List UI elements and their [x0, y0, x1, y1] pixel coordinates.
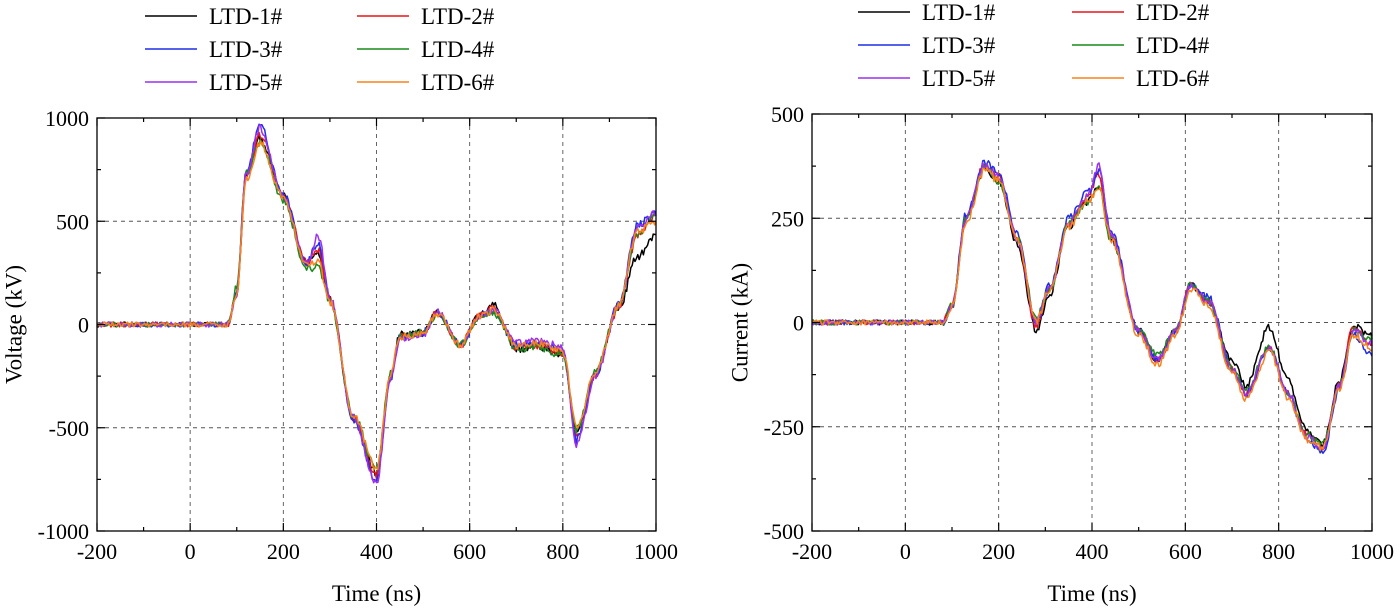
voltage-legend-label: LTD-1# [209, 4, 283, 29]
voltage-legend-item: LTD-5# [145, 70, 283, 95]
current-x-tick-label: -200 [792, 539, 832, 564]
voltage-y-tick-label: -500 [49, 416, 89, 441]
current-x-tick-label: 600 [1169, 539, 1202, 564]
current-y-tick-label: -250 [764, 415, 804, 440]
voltage-legend-item: LTD-3# [145, 37, 283, 62]
voltage-y-tick-label: -1000 [38, 519, 89, 544]
voltage-legend-item: LTD-6# [357, 70, 495, 95]
current-legend-label: LTD-6# [1136, 66, 1210, 91]
current-y-axis-title: Current (kA) [727, 263, 752, 382]
voltage-legend-item: LTD-2# [357, 4, 495, 29]
voltage-legend-item: LTD-1# [145, 4, 283, 29]
current-legend-item: LTD-1# [858, 0, 996, 25]
current-legend-item: LTD-4# [1072, 33, 1210, 58]
current-y-tick-label: 250 [771, 206, 804, 231]
current-legend-item: LTD-6# [1072, 66, 1210, 91]
voltage-legend: LTD-1# LTD-2# LTD-3# LTD-4# LTD-5# LTD-6# [145, 4, 495, 95]
voltage-y-axis-title: Voltage (kV) [1, 265, 26, 384]
current-legend: LTD-1# LTD-2# LTD-3# LTD-4# LTD-5# LTD-6# [858, 0, 1210, 91]
voltage-x-tick-label: -200 [77, 539, 117, 564]
current-legend-label: LTD-3# [922, 33, 996, 58]
current-series-ltd-6 [811, 166, 1373, 452]
voltage-x-tick-label: 200 [267, 539, 300, 564]
voltage-chart: -200 0 200 400 600 800 1000 -1000 -500 0 500 1000 Ti… [1, 4, 678, 606]
voltage-y-tick-label: 500 [56, 209, 89, 234]
voltage-y-tick-label: 0 [78, 313, 89, 338]
voltage-y-tick-label: 1000 [45, 106, 89, 131]
voltage-x-tick-label: 800 [546, 539, 579, 564]
current-x-tick-label: 0 [900, 539, 911, 564]
current-x-tick-label: 400 [1076, 539, 1109, 564]
voltage-legend-label: LTD-4# [421, 37, 495, 62]
current-legend-item: LTD-5# [858, 66, 996, 91]
voltage-x-tick-label: 400 [360, 539, 393, 564]
current-legend-label: LTD-5# [922, 66, 996, 91]
voltage-x-axis-title: Time (ns) [332, 581, 421, 606]
current-y-tick-label: -500 [764, 519, 804, 544]
voltage-x-tick-label: 600 [453, 539, 486, 564]
current-legend-label: LTD-1# [922, 0, 996, 25]
voltage-x-tick-label: 1000 [634, 539, 678, 564]
voltage-legend-label: LTD-5# [209, 70, 283, 95]
current-x-axis-title: Time (ns) [1047, 581, 1136, 606]
current-y-tick-label: 500 [771, 102, 804, 127]
voltage-series-ltd-6 [96, 140, 657, 471]
current-chart: -200 0 200 400 600 800 1000 -500 -250 0 250 500 Time… [727, 0, 1394, 606]
voltage-x-tick-label: 0 [185, 539, 196, 564]
current-x-tick-label: 1000 [1350, 539, 1394, 564]
voltage-legend-label: LTD-3# [209, 37, 283, 62]
voltage-legend-label: LTD-2# [421, 4, 495, 29]
current-legend-label: LTD-2# [1136, 0, 1210, 25]
current-y-tick-label: 0 [793, 311, 804, 336]
current-x-tick-label: 200 [982, 539, 1015, 564]
current-legend-item: LTD-3# [858, 33, 996, 58]
current-x-tick-label: 800 [1262, 539, 1295, 564]
current-legend-item: LTD-2# [1072, 0, 1210, 25]
current-legend-label: LTD-4# [1136, 33, 1210, 58]
voltage-legend-label: LTD-6# [421, 70, 495, 95]
voltage-legend-item: LTD-4# [357, 37, 495, 62]
